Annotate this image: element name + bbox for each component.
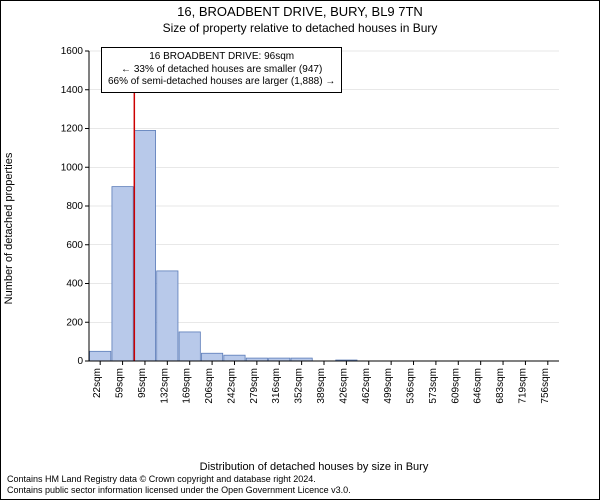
svg-text:242sqm: 242sqm <box>226 368 237 404</box>
svg-text:646sqm: 646sqm <box>473 368 484 404</box>
svg-text:719sqm: 719sqm <box>517 368 528 404</box>
footer-attribution: Contains HM Land Registry data © Crown c… <box>7 474 351 496</box>
svg-text:316sqm: 316sqm <box>271 368 282 404</box>
svg-text:756sqm: 756sqm <box>540 368 551 404</box>
infobox-line2: ← 33% of detached houses are smaller (94… <box>108 64 335 77</box>
chart-title: 16, BROADBENT DRIVE, BURY, BL9 7TN <box>1 4 599 19</box>
svg-text:95sqm: 95sqm <box>137 368 148 398</box>
svg-text:400: 400 <box>66 279 83 290</box>
chart-container: 16, BROADBENT DRIVE, BURY, BL9 7TN Size … <box>0 0 600 500</box>
footer-line1: Contains HM Land Registry data © Crown c… <box>7 474 351 485</box>
svg-text:1200: 1200 <box>61 124 84 135</box>
svg-text:600: 600 <box>66 240 83 251</box>
svg-text:462sqm: 462sqm <box>361 368 372 404</box>
svg-text:22sqm: 22sqm <box>92 368 103 398</box>
svg-text:132sqm: 132sqm <box>159 368 170 404</box>
footer-line2: Contains public sector information licen… <box>7 485 351 496</box>
svg-text:352sqm: 352sqm <box>294 368 305 404</box>
svg-text:279sqm: 279sqm <box>249 368 260 404</box>
svg-text:59sqm: 59sqm <box>115 368 126 398</box>
y-axis-label: Number of detached properties <box>3 41 19 416</box>
svg-text:609sqm: 609sqm <box>450 368 461 404</box>
svg-text:536sqm: 536sqm <box>406 368 417 404</box>
plot-area: 0 200 400 600 800 1000 1200 1400 1600 22sqm 59sqm 9… <box>59 41 569 416</box>
svg-text:499sqm: 499sqm <box>383 368 394 404</box>
svg-text:683sqm: 683sqm <box>495 368 506 404</box>
svg-text:426sqm: 426sqm <box>338 368 349 404</box>
bar-chart-svg: 0 200 400 600 800 1000 1200 1400 1600 22sqm 59sqm 9… <box>59 41 569 416</box>
svg-text:1000: 1000 <box>61 162 84 173</box>
svg-text:1600: 1600 <box>61 46 84 57</box>
chart-subtitle: Size of property relative to detached ho… <box>1 21 599 35</box>
property-info-box: 16 BROADBENT DRIVE: 96sqm ← 33% of detac… <box>101 47 342 93</box>
svg-text:1400: 1400 <box>61 85 84 96</box>
svg-text:200: 200 <box>66 317 83 328</box>
infobox-line1: 16 BROADBENT DRIVE: 96sqm <box>108 51 335 64</box>
infobox-line3: 66% of semi-detached houses are larger (… <box>108 76 335 89</box>
svg-text:389sqm: 389sqm <box>316 368 327 404</box>
svg-text:0: 0 <box>77 356 83 367</box>
svg-text:573sqm: 573sqm <box>428 368 439 404</box>
x-axis-label: Distribution of detached houses by size … <box>59 461 569 473</box>
svg-text:206sqm: 206sqm <box>204 368 215 404</box>
svg-text:169sqm: 169sqm <box>182 368 193 404</box>
svg-text:800: 800 <box>66 201 83 212</box>
